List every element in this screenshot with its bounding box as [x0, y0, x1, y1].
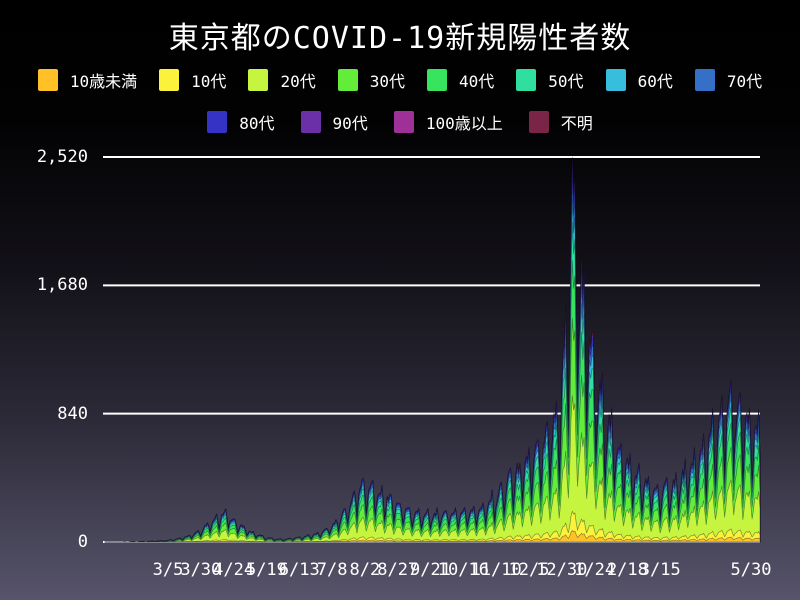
y-axis-tick-label: 840 [57, 403, 88, 424]
x-axis-tick-label: 4/24 [213, 560, 255, 580]
area-band [104, 166, 761, 543]
legend-item: 60代 [605, 68, 673, 92]
x-axis-tick-label: 2/18 [606, 560, 648, 580]
x-axis-tick-label: 12/30 [536, 560, 588, 580]
legend-label: 10代 [191, 72, 227, 91]
x-axis-tick-label: 8/27 [377, 560, 419, 580]
legend-item: 70代 [694, 68, 763, 92]
legend-label: 40代 [459, 72, 495, 91]
legend-label: 50代 [548, 72, 584, 91]
legend-item: 30代 [337, 68, 405, 92]
legend-item: 90代 [300, 110, 368, 134]
chart-title: 東京都のCOVID-19新規陽性者数 [168, 21, 632, 56]
legend-label: 20代 [280, 72, 316, 91]
x-axis-tick-label: 11/10 [470, 560, 522, 580]
area-band [104, 161, 761, 543]
area-band [104, 395, 761, 543]
legend-label: 70代 [726, 72, 763, 91]
legend-label: 10歳未満 [69, 72, 138, 91]
legend-item: 50代 [516, 68, 584, 92]
area-band [104, 510, 761, 543]
x-axis-tick-label: 3/15 [639, 560, 681, 580]
legend-label: 30代 [369, 72, 405, 91]
x-axis-tick-label: 7/8 [316, 560, 348, 580]
area-band [104, 222, 761, 543]
legend-swatch [337, 69, 358, 91]
legend-label: 100歳以上 [425, 114, 503, 133]
area-band [104, 179, 761, 543]
y-axis-tick-label: 1,680 [36, 275, 88, 296]
legend-row-1: 10歳未満 10代 20代 30代 40代 50代 60代 70代 [0, 68, 800, 92]
x-axis-tick-label: 9/21 [410, 560, 451, 580]
legend-swatch [207, 111, 228, 133]
legend-label: 80代 [239, 114, 275, 133]
x-axis-tick-label: 5/30 [730, 560, 772, 580]
x-axis-tick-label: 1/24 [574, 560, 616, 580]
area-band [104, 198, 761, 543]
legend-item: 不明 [528, 110, 593, 134]
legend-swatch [528, 111, 549, 133]
legend-item: 40代 [427, 68, 494, 92]
x-axis-tick-label: 5/19 [245, 560, 287, 580]
legend-swatch [37, 69, 58, 91]
legend-item: 10歳未満 [37, 68, 138, 92]
legend-swatch [605, 69, 626, 91]
y-axis-tick-label: 2,520 [36, 147, 88, 167]
legend-item: 10代 [159, 68, 226, 92]
legend-row-2: 80代 90代 100歳以上 不明 [0, 110, 800, 134]
area-band [104, 156, 761, 543]
legend-item: 80代 [207, 110, 275, 134]
y-axis-tick-label: 0 [77, 532, 88, 552]
legend-item: 100歳以上 [393, 110, 503, 134]
x-axis-tick-label: 3/5 [152, 560, 184, 580]
legend-swatch [159, 69, 180, 91]
legend-label: 90代 [332, 114, 368, 133]
legend-item: 20代 [248, 68, 316, 92]
legend-swatch [300, 111, 321, 133]
legend-swatch [694, 69, 715, 91]
x-axis-tick-label: 8/2 [349, 560, 381, 580]
x-axis-tick-label: 3/30 [180, 560, 222, 580]
legend-swatch [516, 69, 537, 91]
legend-swatch [393, 111, 414, 133]
area-band [104, 530, 761, 543]
legend-swatch [427, 69, 447, 91]
x-axis-tick-label: 6/13 [278, 560, 320, 580]
legend-label: 不明 [560, 114, 593, 133]
x-axis-tick-label: 10/16 [437, 560, 489, 580]
legend-label: 60代 [637, 72, 673, 91]
x-axis-tick-label: 12/5 [508, 560, 550, 580]
legend-swatch [248, 69, 269, 91]
area-band [104, 160, 761, 543]
